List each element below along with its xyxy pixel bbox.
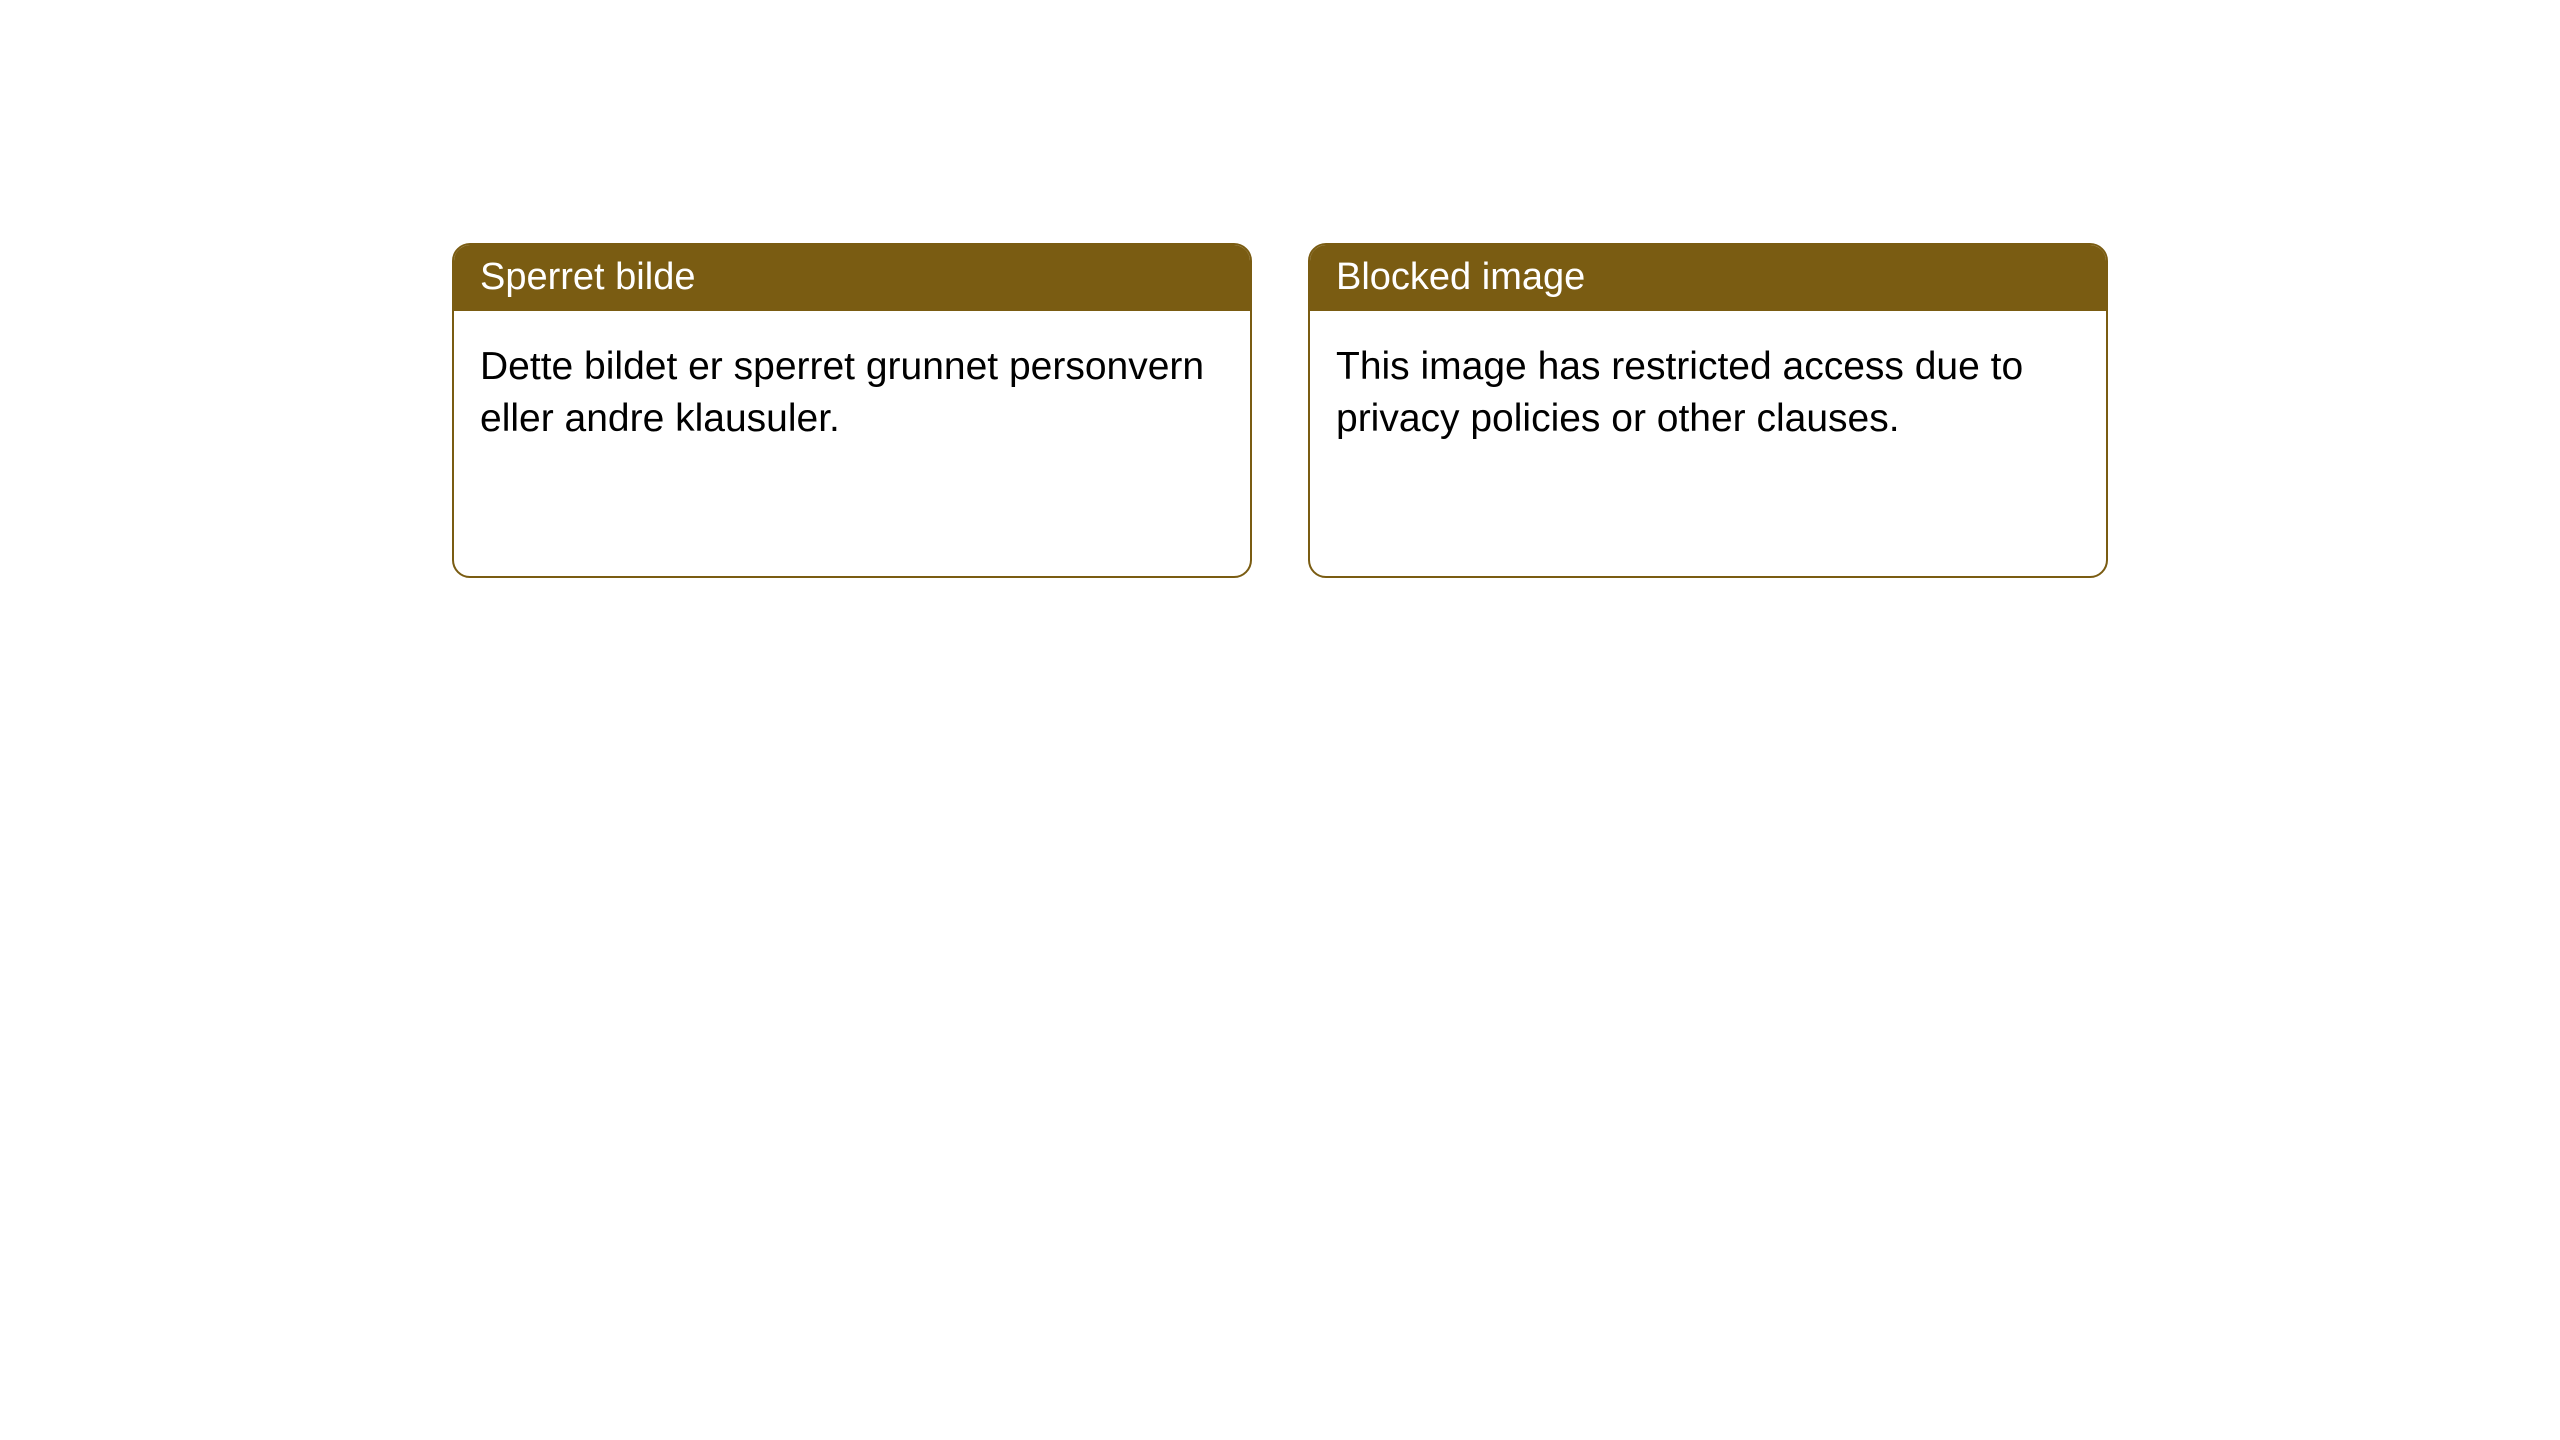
notice-container: Sperret bilde Dette bildet er sperret gr… (452, 243, 2108, 578)
card-body-norwegian: Dette bildet er sperret grunnet personve… (454, 311, 1250, 476)
card-header-norwegian: Sperret bilde (454, 245, 1250, 311)
notice-card-english: Blocked image This image has restricted … (1308, 243, 2108, 578)
card-body-english: This image has restricted access due to … (1310, 311, 2106, 476)
notice-card-norwegian: Sperret bilde Dette bildet er sperret gr… (452, 243, 1252, 578)
card-header-english: Blocked image (1310, 245, 2106, 311)
